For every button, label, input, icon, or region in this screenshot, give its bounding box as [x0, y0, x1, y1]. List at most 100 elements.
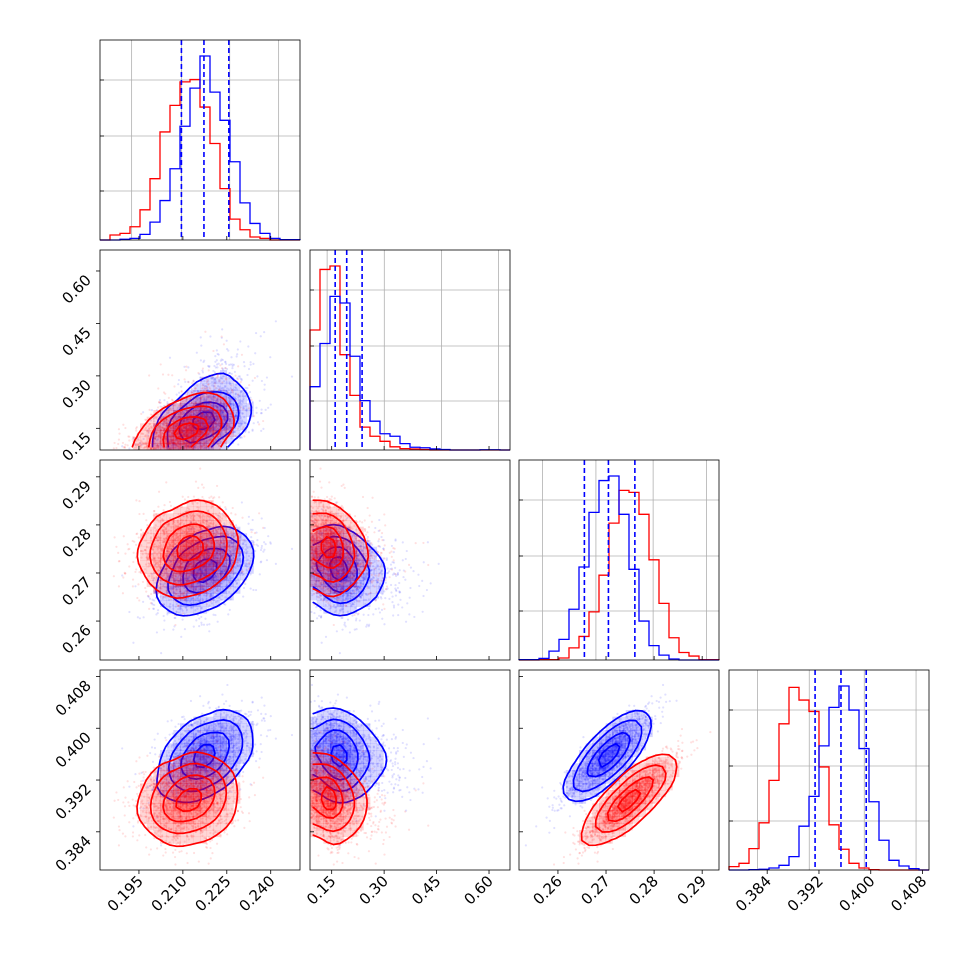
scatter-point-blue: [243, 421, 246, 424]
scatter-point-blue: [194, 436, 198, 439]
scatter-point-blue: [179, 447, 183, 450]
scatter-point-blue: [211, 377, 214, 380]
scatter-point-blue: [203, 359, 206, 362]
density-cell-red: [206, 396, 214, 404]
scatter-point-blue: [158, 399, 162, 402]
scatter-point-blue: [134, 443, 137, 446]
scatter-point-red: [216, 376, 219, 379]
scatter-point-blue: [220, 389, 223, 392]
scatter-point-red: [248, 402, 251, 405]
scatter-point-blue: [154, 442, 157, 445]
scatter-point-blue: [237, 425, 240, 428]
scatter-point-blue: [208, 365, 211, 369]
scatter-point-blue: [215, 419, 218, 422]
scatter-point-blue: [193, 413, 196, 416]
scatter-point-blue: [132, 437, 135, 440]
scatter-point-blue: [259, 548, 263, 552]
scatter-point-blue: [263, 388, 266, 391]
scatter-point-blue: [217, 384, 220, 388]
scatter-point-blue: [235, 415, 238, 418]
scatter-point-blue: [173, 441, 176, 444]
hist-panel-1: [309, 249, 511, 451]
scatter-point-blue: [210, 377, 213, 380]
scatter-point-red: [230, 388, 233, 392]
scatter-point-blue: [225, 427, 228, 431]
scatter-point-red: [216, 390, 219, 393]
scatter-point-blue: [240, 436, 243, 439]
scatter-point-blue: [239, 436, 242, 439]
scatter-point-blue: [221, 377, 224, 380]
scatter-point-blue: [194, 400, 197, 403]
scatter-point-blue: [226, 390, 229, 394]
scatter-point-blue: [223, 415, 226, 418]
scatter-point-red: [236, 421, 240, 425]
scatter-point-blue: [243, 416, 246, 419]
scatter-point-blue: [222, 388, 225, 391]
scatter-point-blue: [213, 371, 216, 374]
scatter-point-blue: [221, 411, 224, 414]
scatter-point-blue: [196, 442, 199, 446]
scatter-point-blue: [249, 528, 253, 531]
scatter-point-blue: [213, 412, 217, 415]
scatter-point-blue: [216, 406, 219, 409]
scatter-point-blue: [244, 404, 247, 408]
scatter-point-blue: [182, 411, 185, 414]
scatter-point-blue: [206, 385, 209, 388]
scatter-point-blue: [199, 442, 202, 445]
scatter-point-blue: [236, 353, 239, 356]
scatter-point-blue: [229, 383, 232, 386]
scatter-point-blue: [240, 422, 243, 425]
density-cell-red: [173, 443, 181, 450]
scatter-point-blue: [199, 359, 202, 362]
scatter-point-blue: [221, 410, 224, 413]
density-cell-red: [180, 443, 188, 450]
scatter-point-red: [117, 438, 121, 441]
scatter-point-blue: [186, 444, 190, 447]
scatter-point-blue: [231, 363, 234, 366]
scatter-point-blue: [174, 418, 178, 421]
scatter-point-red: [112, 447, 115, 450]
scatter-point-blue: [246, 373, 249, 377]
scatter-point-blue: [263, 541, 266, 544]
scatter-point-blue: [190, 438, 193, 441]
scatter-point-blue: [164, 446, 167, 449]
scatter-point-blue: [170, 444, 173, 447]
scatter-point-blue: [156, 609, 160, 612]
scatter-point-blue: [218, 398, 221, 401]
scatter-point-blue: [207, 364, 210, 368]
scatter-point-blue: [182, 420, 185, 424]
scatter-point-blue: [229, 402, 233, 405]
scatter-point-red: [135, 429, 138, 432]
density-cell-blue: [180, 606, 188, 614]
scatter-point-blue: [247, 431, 251, 434]
scatter-point-blue: [200, 444, 203, 447]
scatter-point-red: [219, 364, 222, 367]
scatter-point-blue: [173, 426, 177, 430]
scatter-point-blue: [213, 364, 216, 368]
scatter-point-blue: [217, 408, 220, 411]
scatter-point-blue: [239, 399, 242, 402]
density-cell-red: [206, 430, 214, 438]
scatter-point-red: [162, 509, 165, 512]
scatter-point-blue: [173, 440, 177, 443]
scatter-point-blue: [244, 386, 247, 389]
scatter-point-blue: [220, 377, 223, 380]
scatter-point-blue: [215, 413, 218, 416]
scatter-point-blue: [242, 399, 245, 402]
scatter-point-blue: [252, 422, 255, 425]
scatter-point-red: [113, 441, 116, 445]
scatter-point-blue: [244, 582, 247, 586]
density-cell-red: [193, 396, 201, 404]
scatter-point-blue: [226, 428, 229, 431]
scatter-point-blue: [153, 444, 157, 447]
scatter-point-blue: [252, 588, 255, 592]
scatter-point-blue: [160, 652, 163, 655]
scatter-point-blue: [204, 385, 207, 388]
density-cell-red: [220, 430, 228, 438]
scatter-point-blue: [249, 361, 252, 364]
scatter-point-blue: [219, 433, 223, 436]
scatter-point-blue: [228, 608, 231, 611]
scatter-point-blue: [265, 376, 269, 379]
scatter-point-blue: [255, 543, 258, 546]
scatter-point-blue: [162, 614, 165, 618]
